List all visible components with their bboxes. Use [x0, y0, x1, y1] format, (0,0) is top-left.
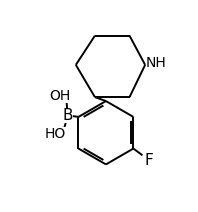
Text: B: B — [62, 108, 73, 123]
Text: OH: OH — [50, 89, 71, 103]
Text: HO: HO — [45, 127, 66, 141]
Text: NH: NH — [146, 56, 166, 70]
Text: F: F — [145, 153, 154, 168]
